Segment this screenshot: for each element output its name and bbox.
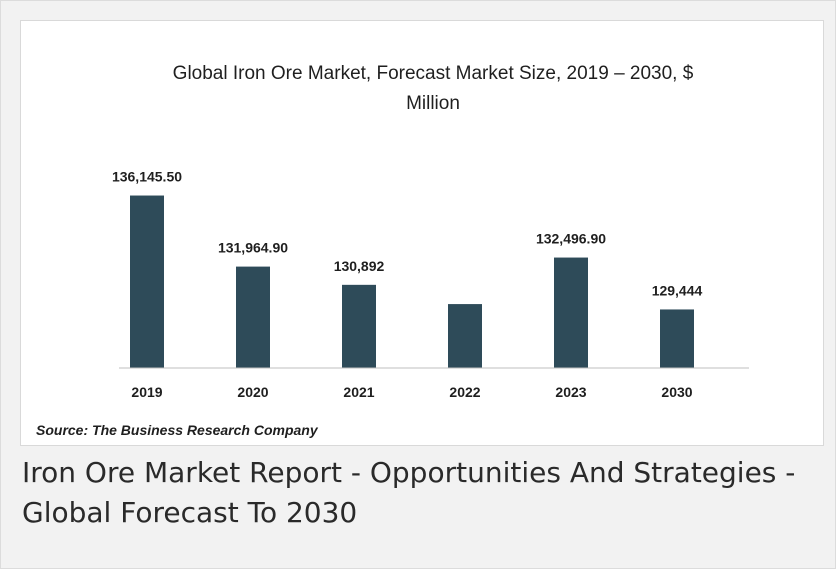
x-tick-label-2030: 2030	[661, 384, 692, 400]
bars-group: 136,145.50 2019 131,964.90 2020 130,892 2021 2…	[112, 169, 703, 400]
data-label-2021: 130,892	[334, 258, 385, 274]
bar-chart: Global Iron Ore Market, Forecast Market …	[36, 63, 749, 438]
x-tick-label-2021: 2021	[343, 384, 374, 400]
bar-2023	[554, 257, 588, 368]
bar-2030	[660, 309, 694, 368]
chart-title-line-2: Million	[406, 93, 460, 114]
data-label-2019: 136,145.50	[112, 169, 182, 185]
x-tick-label-2019: 2019	[131, 384, 162, 400]
bar-2021	[342, 284, 376, 368]
bar-2020	[236, 266, 270, 368]
chart-image: Global Iron Ore Market, Forecast Market …	[20, 20, 824, 446]
x-tick-label-2022: 2022	[449, 384, 480, 400]
bar-2022	[448, 304, 482, 368]
report-title-caption: Iron Ore Market Report - Opportunities A…	[22, 456, 796, 529]
x-tick-label-2020: 2020	[237, 384, 268, 400]
chart-title-line-1: Global Iron Ore Market, Forecast Market …	[173, 63, 694, 84]
bar-2019	[130, 195, 164, 368]
data-label-2020: 131,964.90	[218, 240, 288, 256]
data-label-2023: 132,496.90	[536, 231, 606, 247]
x-tick-label-2023: 2023	[555, 384, 586, 400]
source-note: Source: The Business Research Company	[36, 422, 319, 438]
data-label-2030: 129,444	[652, 282, 703, 298]
